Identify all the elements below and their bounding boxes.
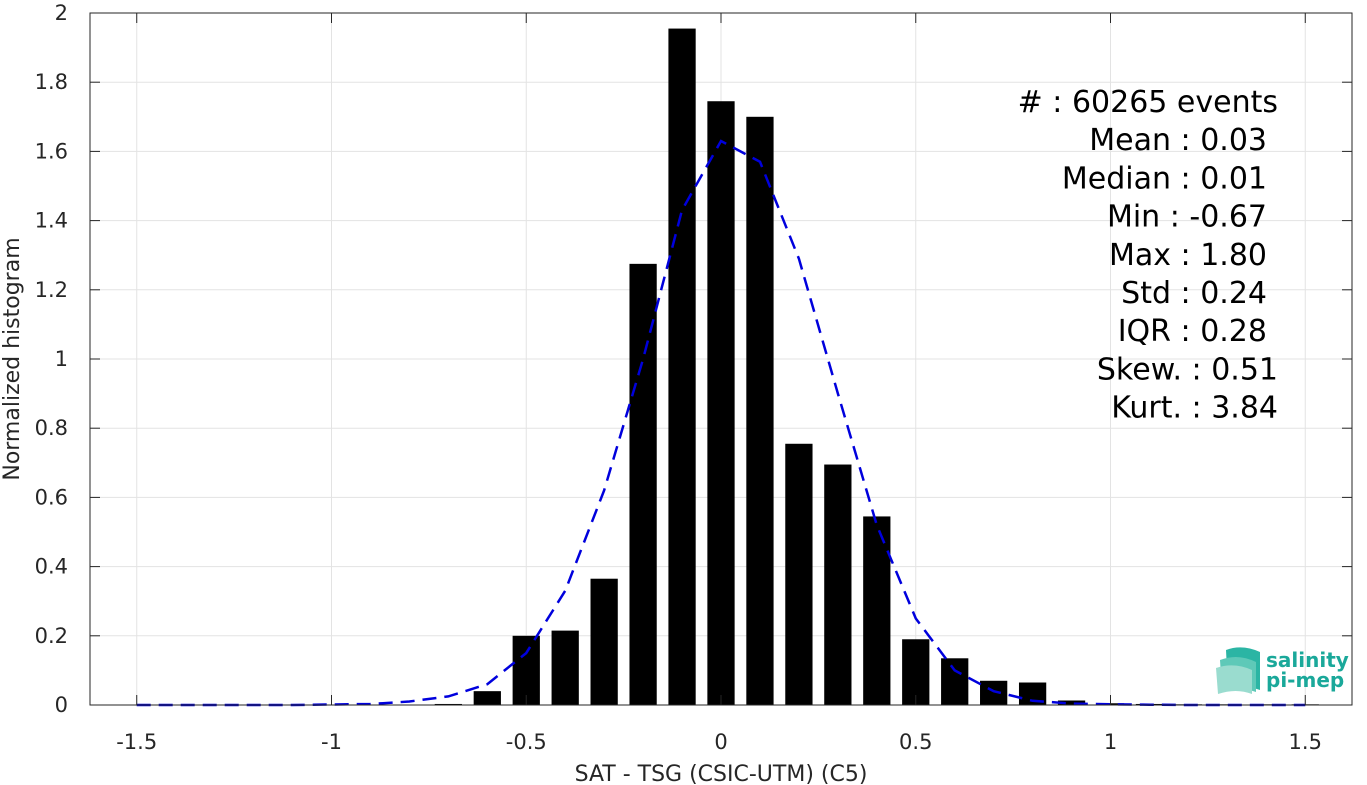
stats-line: Mean : 0.03 bbox=[1089, 123, 1267, 158]
x-tick-label: -0.5 bbox=[506, 730, 547, 754]
stats-line: Skew. : 0.51 bbox=[1097, 352, 1278, 387]
histogram-bar bbox=[941, 658, 969, 705]
x-tick-label: 1 bbox=[1104, 730, 1117, 754]
histogram-bar bbox=[1018, 682, 1047, 705]
stats-line: # : 60265 events bbox=[1018, 85, 1278, 120]
histogram-bar bbox=[746, 116, 774, 706]
histogram-bar bbox=[785, 443, 813, 705]
histogram-bar bbox=[434, 703, 462, 705]
bars-group bbox=[434, 28, 1319, 706]
histogram-bar bbox=[668, 28, 696, 705]
stats-line: Median : 0.01 bbox=[1062, 161, 1267, 196]
x-tick-label: -1 bbox=[321, 730, 342, 754]
y-tick-label: 0 bbox=[55, 693, 68, 717]
x-tick-label: 1.5 bbox=[1289, 730, 1322, 754]
histogram-bar bbox=[512, 635, 540, 705]
x-axis-ticks: -1.5 -1 -0.5 0 0.5 1 1.5 bbox=[116, 13, 1322, 754]
y-tick-label: 1.8 bbox=[35, 70, 68, 94]
histogram-bar bbox=[707, 101, 735, 706]
salinity-pi-mep-logo: salinity pi-mep bbox=[1216, 647, 1349, 694]
histogram-bar bbox=[629, 263, 657, 705]
y-axis-label: Normalized histogram bbox=[0, 237, 25, 480]
histogram-bar bbox=[902, 639, 930, 705]
stats-line: Kurt. : 3.84 bbox=[1111, 391, 1278, 426]
y-tick-label: 0.8 bbox=[35, 416, 68, 440]
histogram-bar bbox=[590, 578, 618, 705]
histogram-bar bbox=[1057, 700, 1086, 705]
y-tick-label: 1.2 bbox=[35, 278, 68, 302]
logo-line-2: pi-mep bbox=[1266, 668, 1344, 692]
y-tick-label: 2 bbox=[55, 1, 68, 25]
y-tick-label: 0.2 bbox=[35, 624, 68, 648]
x-axis-label: SAT - TSG (CSIC-UTM) (C5) bbox=[575, 762, 868, 785]
stats-line: Min : -0.67 bbox=[1107, 200, 1267, 235]
stats-line: IQR : 0.28 bbox=[1118, 314, 1267, 349]
y-tick-label: 0.4 bbox=[35, 555, 68, 579]
y-axis-ticks: 0 0.2 0.4 0.6 0.8 1 1.2 1.4 1.6 1.8 2 bbox=[35, 1, 1352, 717]
histogram-bar bbox=[824, 464, 852, 705]
x-tick-label: 0.5 bbox=[899, 730, 932, 754]
stats-line: Max : 1.80 bbox=[1109, 238, 1267, 273]
y-tick-label: 0.6 bbox=[35, 485, 68, 509]
y-tick-label: 1.4 bbox=[35, 209, 68, 233]
histogram-bar bbox=[551, 630, 579, 705]
stats-line: Std : 0.24 bbox=[1121, 276, 1267, 311]
histogram-bar bbox=[863, 516, 891, 705]
y-tick-label: 1 bbox=[55, 347, 68, 371]
logo-wave-icon bbox=[1216, 647, 1260, 694]
y-tick-label: 1.6 bbox=[35, 139, 68, 163]
histogram-bar bbox=[980, 680, 1008, 705]
x-tick-label: -1.5 bbox=[116, 730, 157, 754]
logo-line-1: salinity bbox=[1266, 648, 1349, 672]
x-tick-label: 0 bbox=[714, 730, 727, 754]
histogram-bar bbox=[473, 691, 501, 705]
